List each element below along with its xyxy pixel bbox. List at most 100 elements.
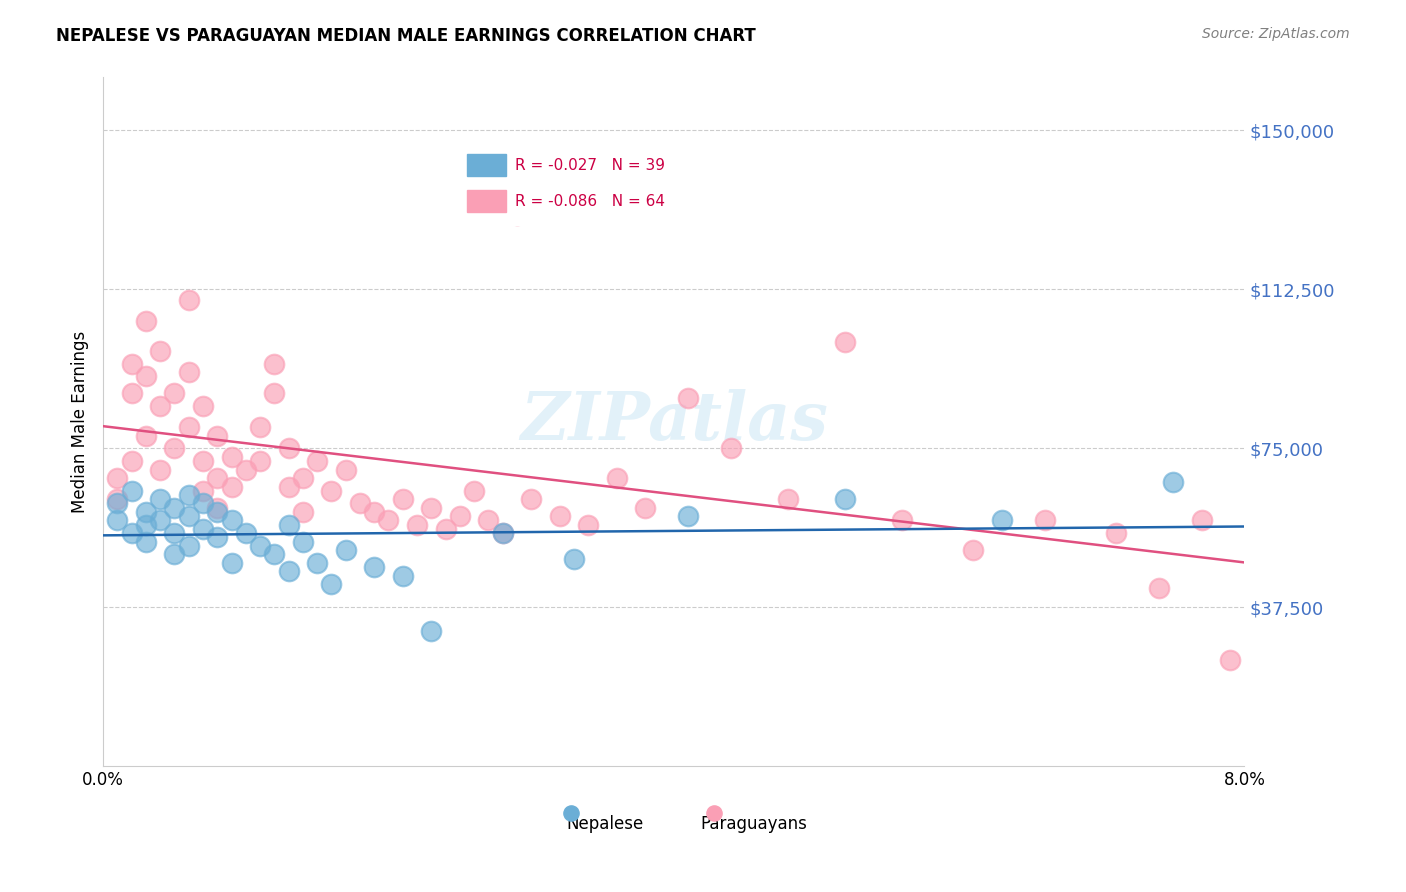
Point bbox=[349, 496, 371, 510]
Point bbox=[834, 335, 856, 350]
Point bbox=[135, 517, 157, 532]
Point bbox=[463, 483, 485, 498]
Point bbox=[163, 500, 186, 515]
Point bbox=[277, 479, 299, 493]
Point bbox=[277, 517, 299, 532]
Point bbox=[335, 462, 357, 476]
Point bbox=[263, 386, 285, 401]
Point bbox=[548, 509, 571, 524]
Point bbox=[391, 492, 413, 507]
Point bbox=[149, 399, 172, 413]
Text: NEPALESE VS PARAGUAYAN MEDIAN MALE EARNINGS CORRELATION CHART: NEPALESE VS PARAGUAYAN MEDIAN MALE EARNI… bbox=[56, 27, 756, 45]
Point bbox=[235, 462, 257, 476]
Point bbox=[177, 420, 200, 434]
Point bbox=[263, 357, 285, 371]
Point bbox=[477, 513, 499, 527]
Point bbox=[335, 543, 357, 558]
Point bbox=[491, 526, 513, 541]
Point bbox=[1219, 653, 1241, 667]
Point bbox=[676, 509, 699, 524]
Point bbox=[163, 386, 186, 401]
Point bbox=[163, 526, 186, 541]
Point bbox=[277, 442, 299, 456]
Point bbox=[420, 500, 443, 515]
Point bbox=[676, 391, 699, 405]
Point bbox=[207, 428, 229, 442]
Point bbox=[891, 513, 914, 527]
Point bbox=[420, 624, 443, 638]
Point bbox=[291, 471, 314, 485]
Text: Paraguayans: Paraguayans bbox=[700, 814, 807, 832]
Point bbox=[307, 454, 329, 468]
Point bbox=[149, 462, 172, 476]
Point bbox=[207, 505, 229, 519]
Point bbox=[363, 560, 385, 574]
Point bbox=[177, 488, 200, 502]
Point bbox=[263, 547, 285, 561]
Point bbox=[105, 471, 128, 485]
Point bbox=[321, 483, 343, 498]
Point bbox=[277, 564, 299, 578]
Point bbox=[363, 505, 385, 519]
Point bbox=[177, 293, 200, 307]
Point bbox=[191, 496, 214, 510]
Point bbox=[562, 551, 585, 566]
Point bbox=[121, 526, 143, 541]
Point bbox=[191, 454, 214, 468]
Point bbox=[406, 517, 429, 532]
Point bbox=[249, 454, 271, 468]
Point bbox=[1147, 581, 1170, 595]
Point bbox=[606, 471, 628, 485]
Point bbox=[177, 365, 200, 379]
Point bbox=[520, 492, 543, 507]
Point bbox=[163, 547, 186, 561]
Point bbox=[191, 483, 214, 498]
Point bbox=[249, 420, 271, 434]
Point bbox=[321, 577, 343, 591]
Point bbox=[221, 450, 243, 464]
Point bbox=[177, 509, 200, 524]
Point bbox=[177, 539, 200, 553]
Point bbox=[1191, 513, 1213, 527]
Point bbox=[291, 534, 314, 549]
Point bbox=[105, 513, 128, 527]
Point bbox=[291, 505, 314, 519]
Point bbox=[221, 513, 243, 527]
Point bbox=[962, 543, 984, 558]
Point bbox=[135, 505, 157, 519]
Point bbox=[991, 513, 1014, 527]
Point bbox=[191, 399, 214, 413]
Point bbox=[1033, 513, 1056, 527]
Point bbox=[776, 492, 799, 507]
Point bbox=[434, 522, 457, 536]
Point bbox=[207, 530, 229, 544]
Point bbox=[491, 526, 513, 541]
Point bbox=[163, 442, 186, 456]
Point bbox=[1105, 526, 1128, 541]
Point bbox=[105, 496, 128, 510]
Point bbox=[135, 428, 157, 442]
Text: Nepalese: Nepalese bbox=[567, 814, 644, 832]
Point bbox=[834, 492, 856, 507]
Text: ZIPatlas: ZIPatlas bbox=[520, 390, 828, 454]
Point bbox=[121, 454, 143, 468]
Point bbox=[221, 479, 243, 493]
Y-axis label: Median Male Earnings: Median Male Earnings bbox=[72, 331, 89, 513]
Point bbox=[221, 556, 243, 570]
Point bbox=[135, 314, 157, 328]
Point bbox=[249, 539, 271, 553]
Point bbox=[105, 492, 128, 507]
Point bbox=[720, 442, 742, 456]
Point bbox=[191, 522, 214, 536]
Point bbox=[149, 343, 172, 358]
Point bbox=[207, 471, 229, 485]
Point bbox=[1161, 475, 1184, 490]
Point bbox=[135, 369, 157, 384]
Point bbox=[307, 556, 329, 570]
Point bbox=[449, 509, 471, 524]
Point bbox=[207, 500, 229, 515]
Point bbox=[576, 517, 599, 532]
Point bbox=[121, 357, 143, 371]
Point bbox=[235, 526, 257, 541]
Point bbox=[135, 534, 157, 549]
